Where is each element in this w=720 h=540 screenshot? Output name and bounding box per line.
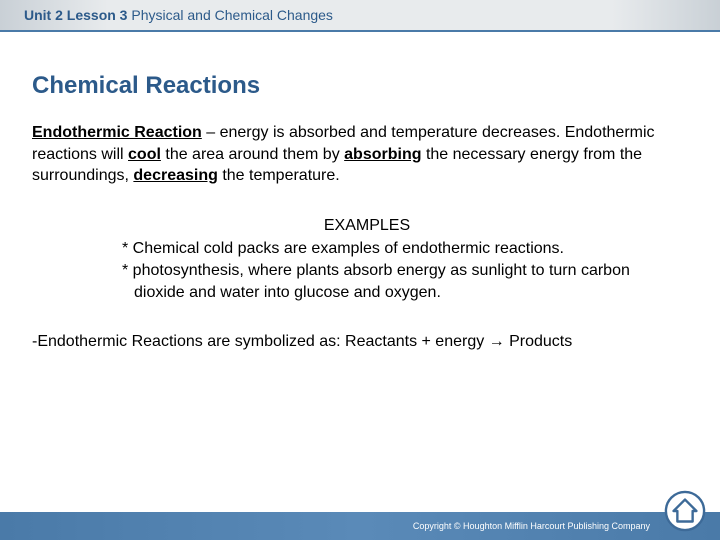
page-title: Chemical Reactions [32, 72, 692, 100]
content: Chemical Reactions Endothermic Reaction … [0, 32, 720, 353]
unit-label: Unit 2 [24, 7, 63, 23]
examples-block: EXAMPLES * Chemical cold packs are examp… [122, 215, 652, 303]
lesson-label: Lesson 3 [67, 7, 128, 23]
example-item: * Chemical cold packs are examples of en… [122, 238, 652, 260]
slide: Unit 2 Lesson 3 Physical and Chemical Ch… [0, 0, 720, 540]
header-bar: Unit 2 Lesson 3 Physical and Chemical Ch… [0, 0, 720, 32]
examples-label: EXAMPLES [82, 215, 652, 237]
copyright-text: Copyright © Houghton Mifflin Harcourt Pu… [413, 521, 650, 531]
header-text: Unit 2 Lesson 3 Physical and Chemical Ch… [24, 7, 333, 23]
symbolized-text: -Endothermic Reactions are symbolized as… [32, 331, 692, 353]
lesson-title: Physical and Chemical Changes [131, 7, 333, 23]
term: Endothermic Reaction [32, 124, 202, 141]
footer-bar: Copyright © Houghton Mifflin Harcourt Pu… [0, 512, 720, 540]
home-icon[interactable] [664, 490, 706, 532]
example-item: * photosynthesis, where plants absorb en… [122, 260, 652, 303]
definition-paragraph: Endothermic Reaction – energy is absorbe… [32, 122, 692, 187]
